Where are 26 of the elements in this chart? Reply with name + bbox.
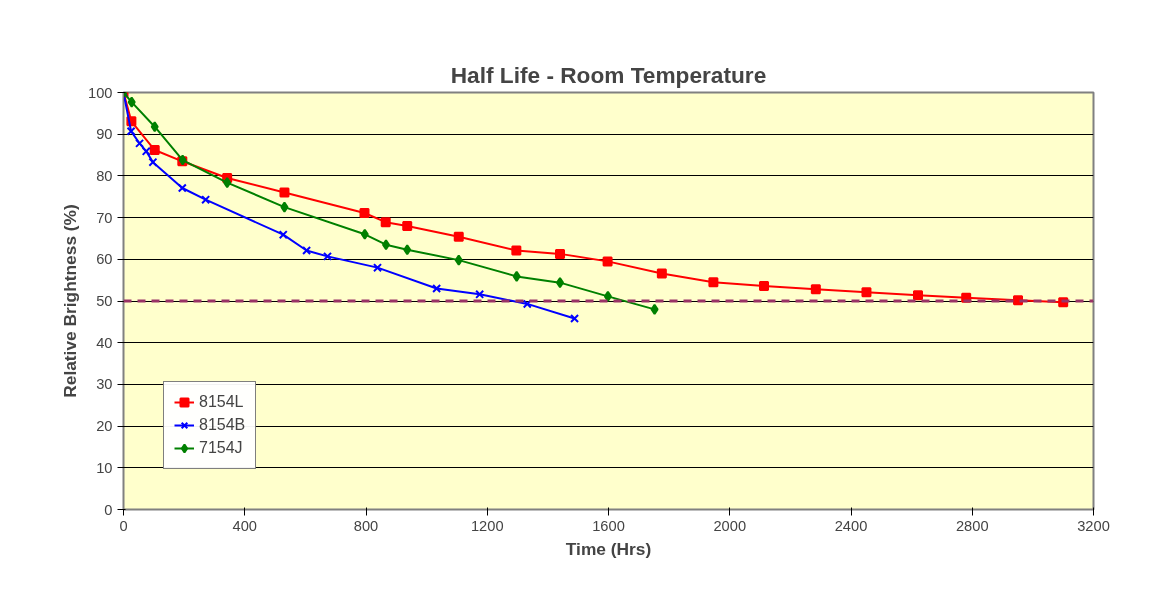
y-tick-label: 50 bbox=[96, 293, 113, 309]
x-tick-label: 800 bbox=[353, 517, 379, 534]
y-tick-label: 100 bbox=[88, 84, 113, 101]
y-axis-title: Relative Brightness (%) bbox=[60, 204, 81, 398]
y-tick-label: 60 bbox=[96, 251, 113, 268]
y-tick-label: 40 bbox=[96, 334, 113, 351]
x-tick-label: 0 bbox=[119, 517, 128, 534]
x-tick-label: 400 bbox=[232, 517, 257, 534]
y-tick-label: 90 bbox=[96, 126, 113, 143]
x-tick-label: 3200 bbox=[1077, 517, 1110, 534]
legend-label: 7154J bbox=[199, 439, 243, 457]
y-tick-label: 30 bbox=[96, 376, 113, 393]
x-tick-label: 2400 bbox=[834, 517, 868, 534]
y-tick-label: 80 bbox=[96, 167, 113, 184]
x-tick-label: 2000 bbox=[713, 517, 747, 534]
legend-label: 8154L bbox=[199, 393, 244, 411]
chart-title: Half Life - Room Temperature bbox=[450, 61, 767, 88]
y-tick-label: 70 bbox=[96, 209, 113, 226]
y-tick-label: 0 bbox=[104, 501, 113, 518]
legend-label: 8154B bbox=[199, 416, 246, 434]
x-tick-label: 1200 bbox=[470, 517, 504, 534]
y-tick-label: 10 bbox=[96, 459, 113, 476]
x-tick-label: 2800 bbox=[955, 517, 989, 534]
y-tick-label: 20 bbox=[96, 418, 113, 435]
x-axis-title: Time (Hrs) bbox=[565, 538, 652, 559]
x-tick-label: 1600 bbox=[592, 517, 625, 534]
